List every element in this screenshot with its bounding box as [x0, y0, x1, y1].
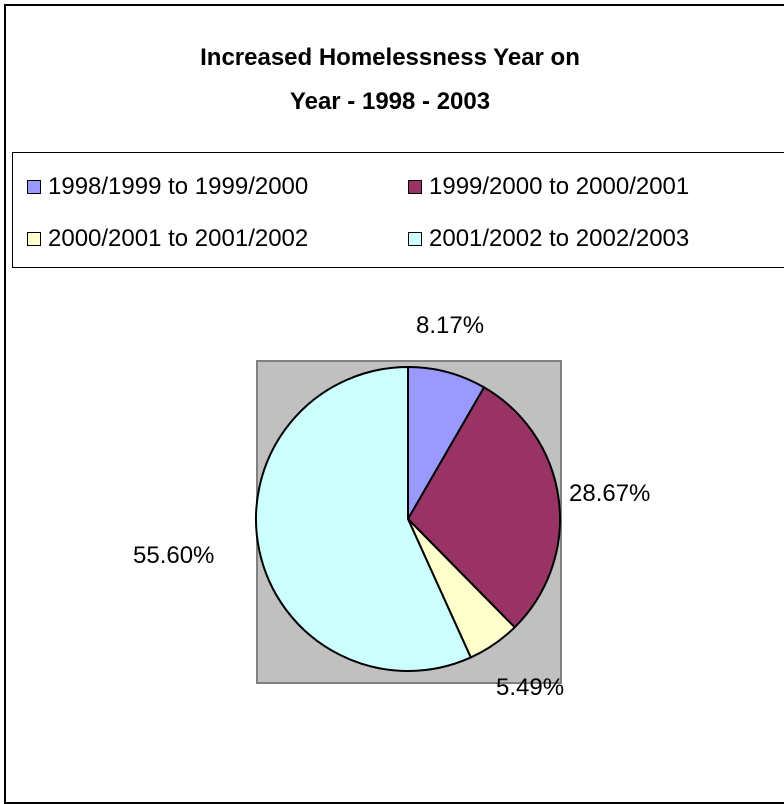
pie-slice-2: [406, 386, 562, 629]
data-label-1: 8.17%: [416, 312, 485, 339]
chart-title-line-2: Year - 1998 - 2003: [289, 88, 491, 115]
data-label-3: 5.49%: [496, 674, 565, 701]
legend-label-2: 1999/2000 to 2000/2001: [429, 173, 690, 200]
legend-swatch-4: [408, 232, 422, 246]
chart-title: Increased Homelessness Year on Year - 19…: [0, 36, 780, 124]
chart-title-line-1: Increased Homelessness Year on: [200, 44, 580, 71]
legend-item-3: 2000/2001 to 2001/2002: [27, 225, 308, 253]
pie-chart: [255, 360, 562, 684]
legend-item-4: 2001/2002 to 2002/2003: [408, 225, 689, 253]
legend-label-1: 1998/1999 to 1999/2000: [48, 173, 309, 200]
legend-label-3: 2000/2001 to 2001/2002: [48, 225, 309, 252]
data-label-2: 28.67%: [569, 480, 651, 507]
chart-legend: 1998/1999 to 1999/2000 1999/2000 to 2000…: [12, 152, 784, 268]
legend-label-4: 2001/2002 to 2002/2003: [429, 225, 690, 252]
legend-item-1: 1998/1999 to 1999/2000: [27, 173, 308, 201]
data-label-4: 55.60%: [133, 542, 215, 569]
legend-swatch-3: [27, 232, 41, 246]
pie-slice-4: [255, 365, 473, 672]
legend-swatch-1: [27, 180, 41, 194]
legend-swatch-2: [408, 180, 422, 194]
legend-item-2: 1999/2000 to 2000/2001: [408, 173, 689, 201]
